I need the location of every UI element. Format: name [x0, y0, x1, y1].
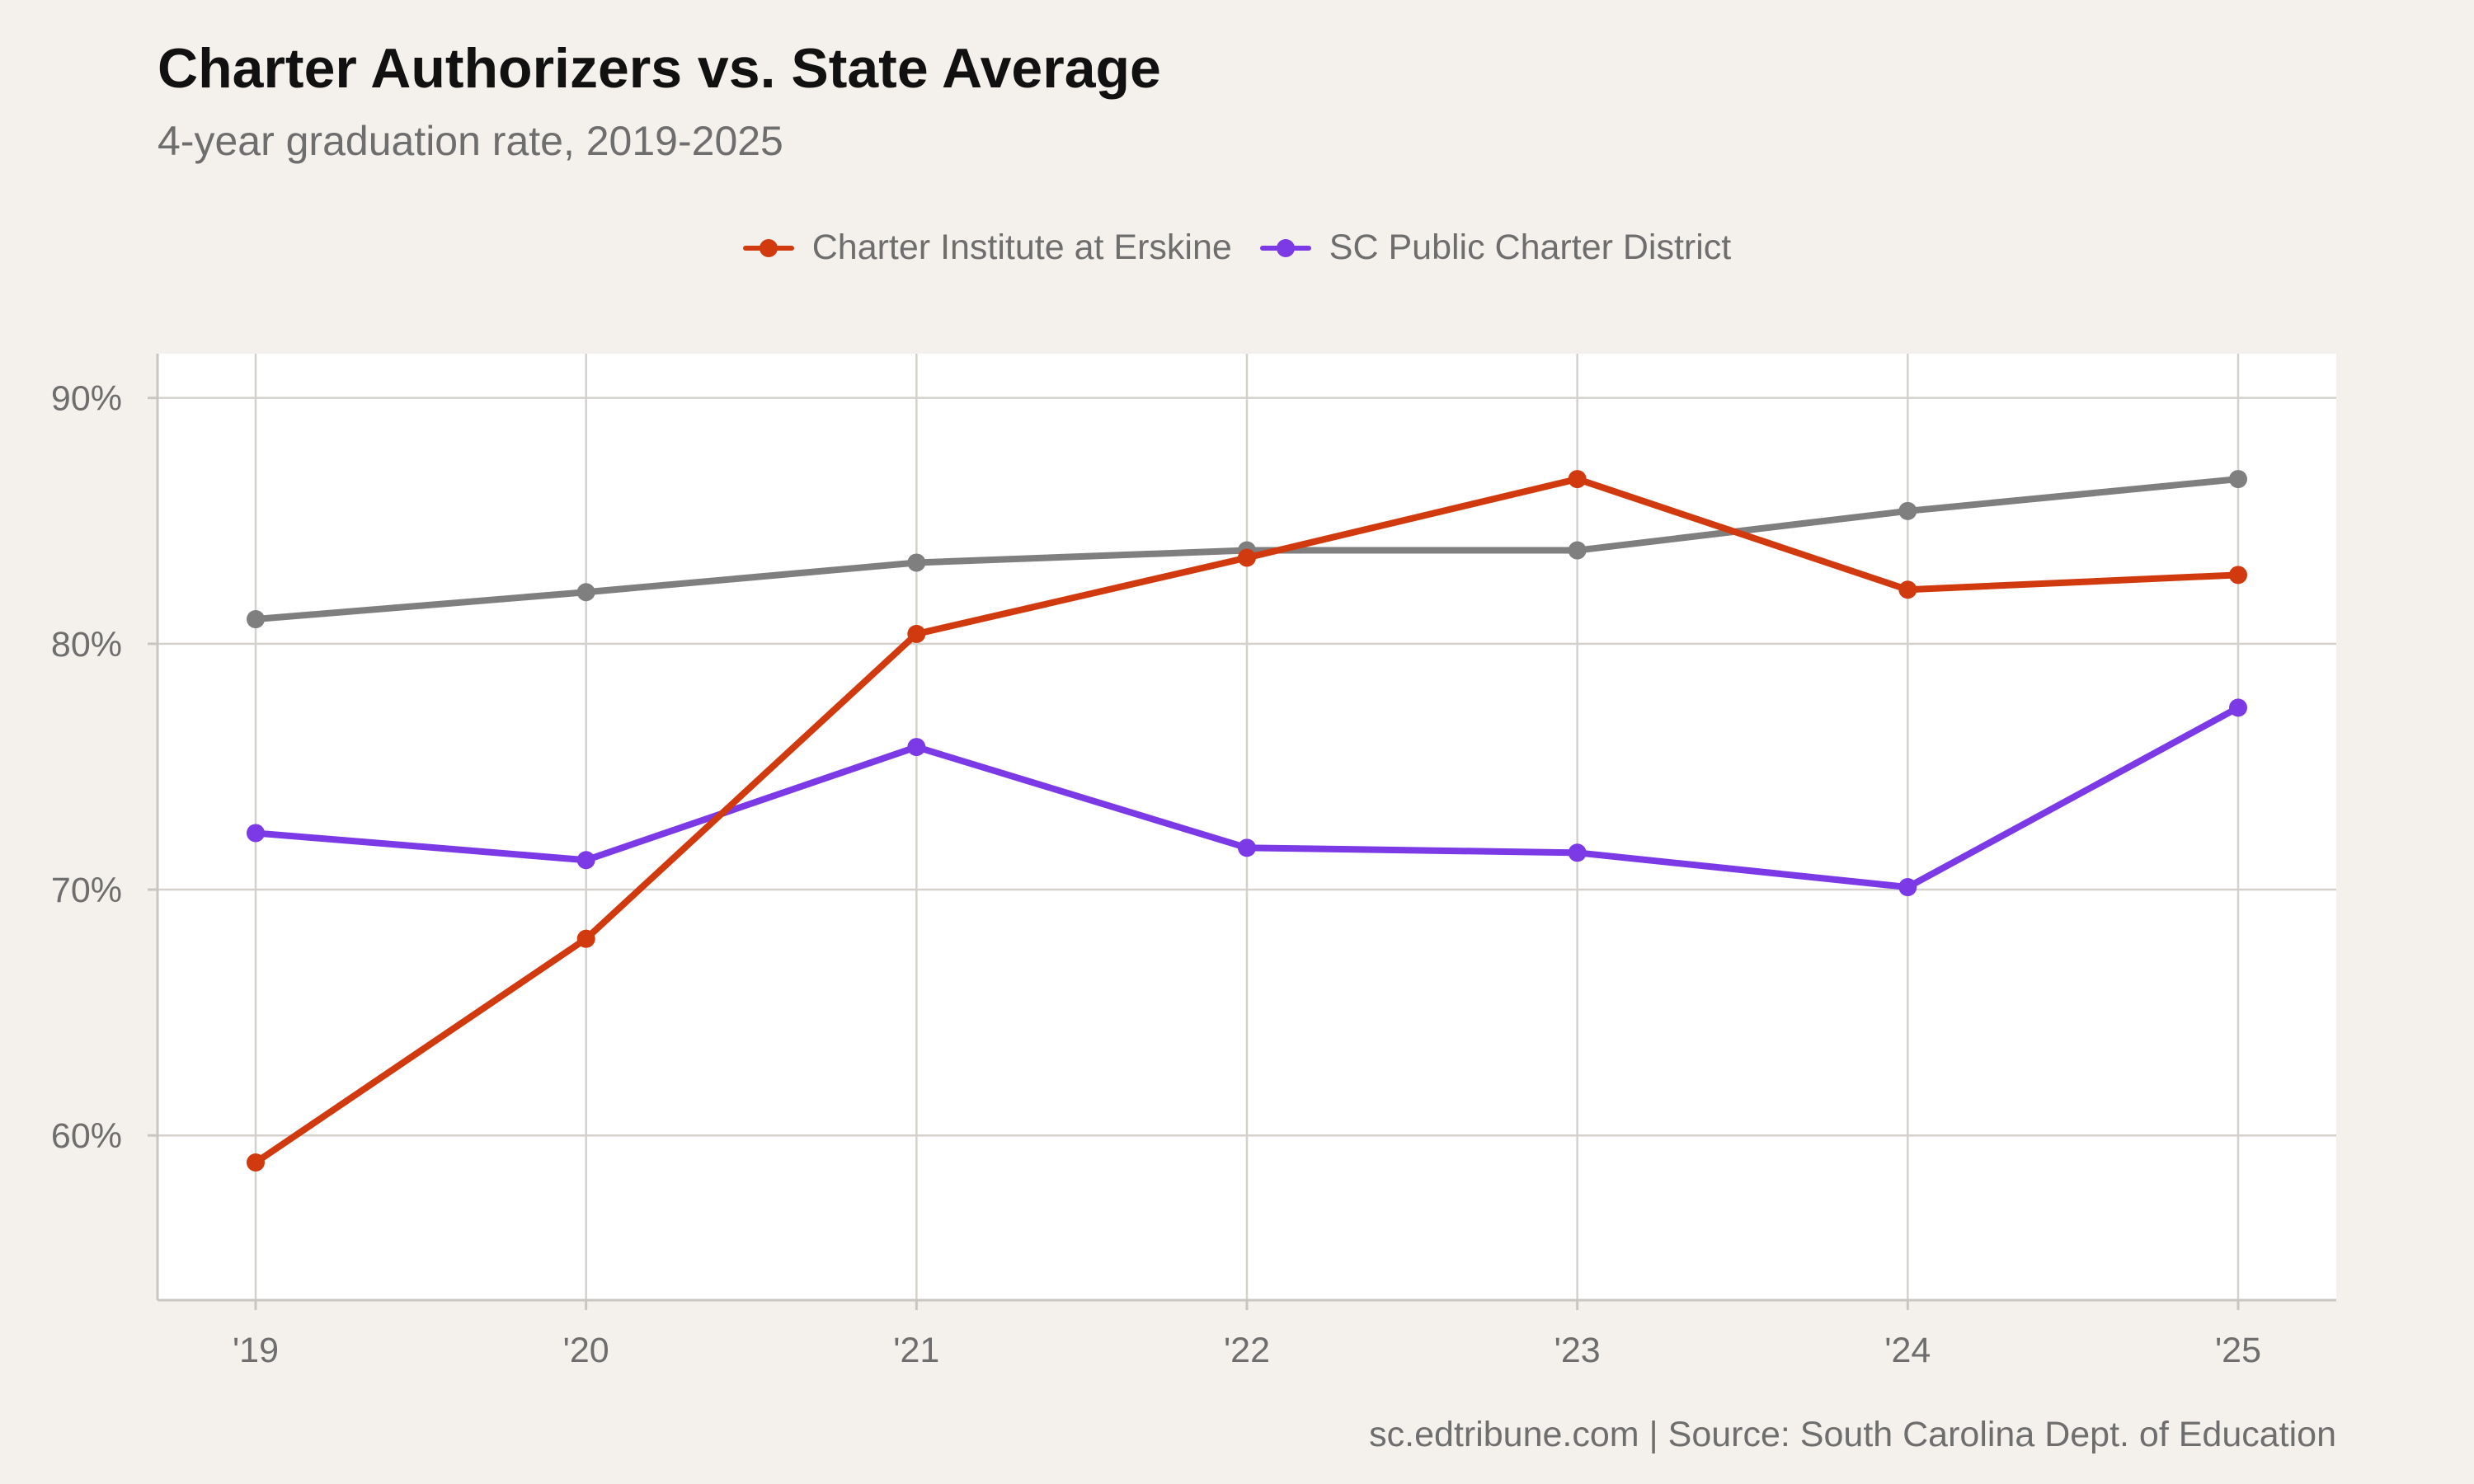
x-tick-label: '19 — [233, 1331, 279, 1370]
legend-key-erskine — [742, 238, 794, 258]
y-tick-label: 80% — [51, 625, 122, 665]
x-tick-label: '23 — [1554, 1331, 1601, 1370]
data-point — [907, 553, 926, 572]
legend: Charter Institute at Erskine SC Public C… — [0, 228, 2474, 268]
data-point — [907, 624, 926, 643]
x-tick-label: '22 — [1224, 1331, 1270, 1370]
legend-label-erskine: Charter Institute at Erskine — [811, 228, 1232, 267]
data-point — [1898, 878, 1917, 897]
legend-item-sc-public-charter: SC Public Charter District — [1259, 228, 1732, 268]
series-layer — [247, 470, 2247, 1172]
series-1 — [247, 698, 2247, 897]
y-tick-label: 70% — [51, 871, 122, 910]
tick-labels: '19 '20 '21 '22 '23 '24 '25 60% 70% 80% 90% — [51, 379, 2261, 1370]
data-point — [2229, 470, 2247, 489]
x-tick-label: '25 — [2215, 1331, 2261, 1370]
y-tick-label: 60% — [51, 1116, 122, 1156]
data-point — [247, 610, 265, 629]
data-point — [907, 738, 926, 757]
chart-subtitle: 4-year graduation rate, 2019-2025 — [158, 118, 783, 164]
data-point — [247, 824, 265, 843]
legend-item-erskine: Charter Institute at Erskine — [742, 228, 1232, 268]
data-point — [1898, 501, 1917, 520]
data-point — [1898, 580, 1917, 599]
data-point — [1568, 470, 1587, 489]
data-point — [1568, 541, 1587, 560]
y-tick-label: 90% — [51, 379, 122, 419]
x-tick-label: '20 — [563, 1331, 609, 1370]
gridlines — [148, 354, 2336, 1310]
data-point — [576, 851, 595, 870]
data-point — [576, 929, 595, 948]
data-point — [576, 583, 595, 602]
data-point — [247, 1153, 265, 1172]
data-point — [1238, 548, 1256, 567]
x-tick-label: '21 — [893, 1331, 939, 1370]
data-point — [1238, 838, 1256, 857]
data-point — [1568, 843, 1587, 862]
legend-label-sc-public-charter: SC Public Charter District — [1329, 228, 1732, 267]
chart-title: Charter Authorizers vs. State Average — [158, 37, 1161, 100]
series-2 — [247, 470, 2247, 1172]
data-point — [2229, 698, 2247, 717]
legend-key-sc-public-charter — [1259, 238, 1311, 258]
data-point — [2229, 566, 2247, 585]
x-tick-label: '24 — [1884, 1331, 1931, 1370]
source-caption: sc.edtribune.com | Source: South Carolin… — [1369, 1415, 2336, 1454]
